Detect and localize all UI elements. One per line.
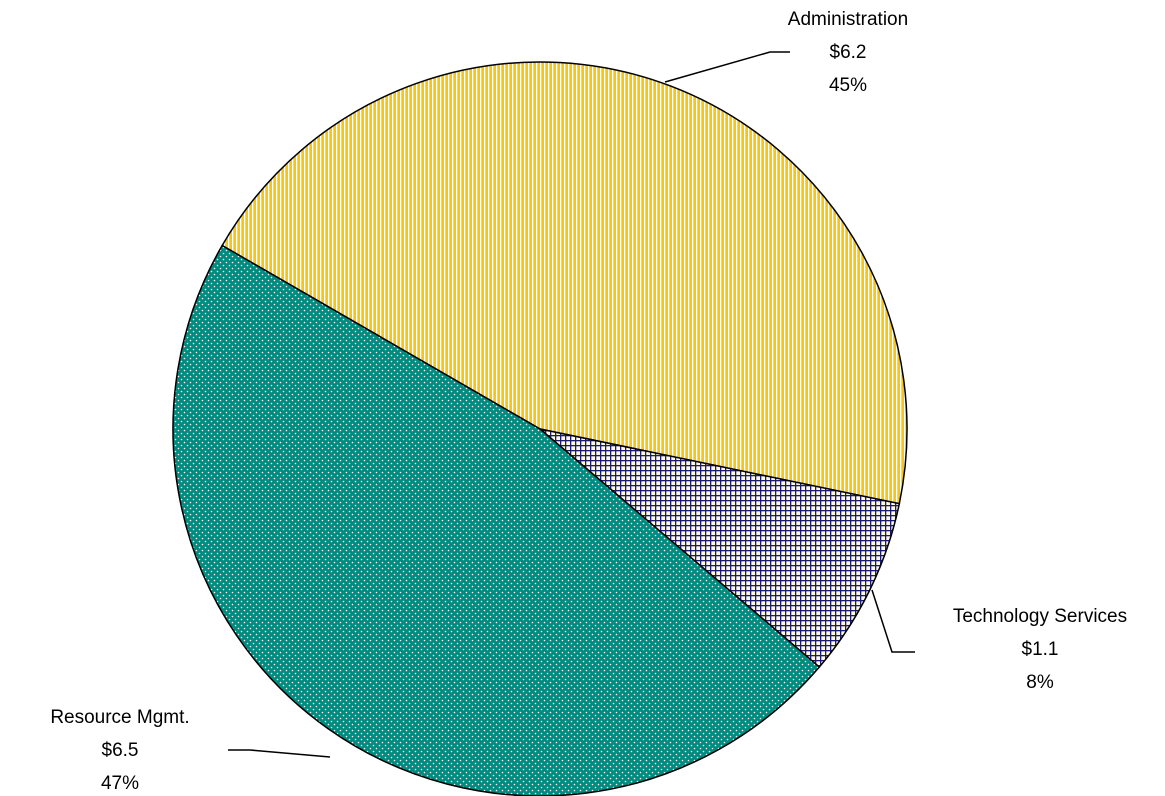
slice-percent: 8% — [1026, 672, 1054, 693]
leader-line — [664, 51, 790, 83]
pie-slice — [539, 428, 901, 669]
slice-label: Resource Mgmt. — [50, 707, 189, 728]
slice-value: $6.2 — [830, 42, 867, 63]
slice-label: Administration — [788, 9, 908, 30]
pie-slice — [221, 61, 908, 505]
slice-value: $1.1 — [1022, 639, 1059, 660]
leader-line — [228, 749, 331, 758]
slice-percent: 47% — [101, 773, 139, 794]
slice-label: Technology Services — [953, 606, 1127, 627]
leader-line — [871, 589, 915, 653]
pie-slice — [172, 244, 821, 796]
slice-percent: 45% — [829, 75, 867, 96]
slice-value: $6.5 — [102, 740, 139, 761]
